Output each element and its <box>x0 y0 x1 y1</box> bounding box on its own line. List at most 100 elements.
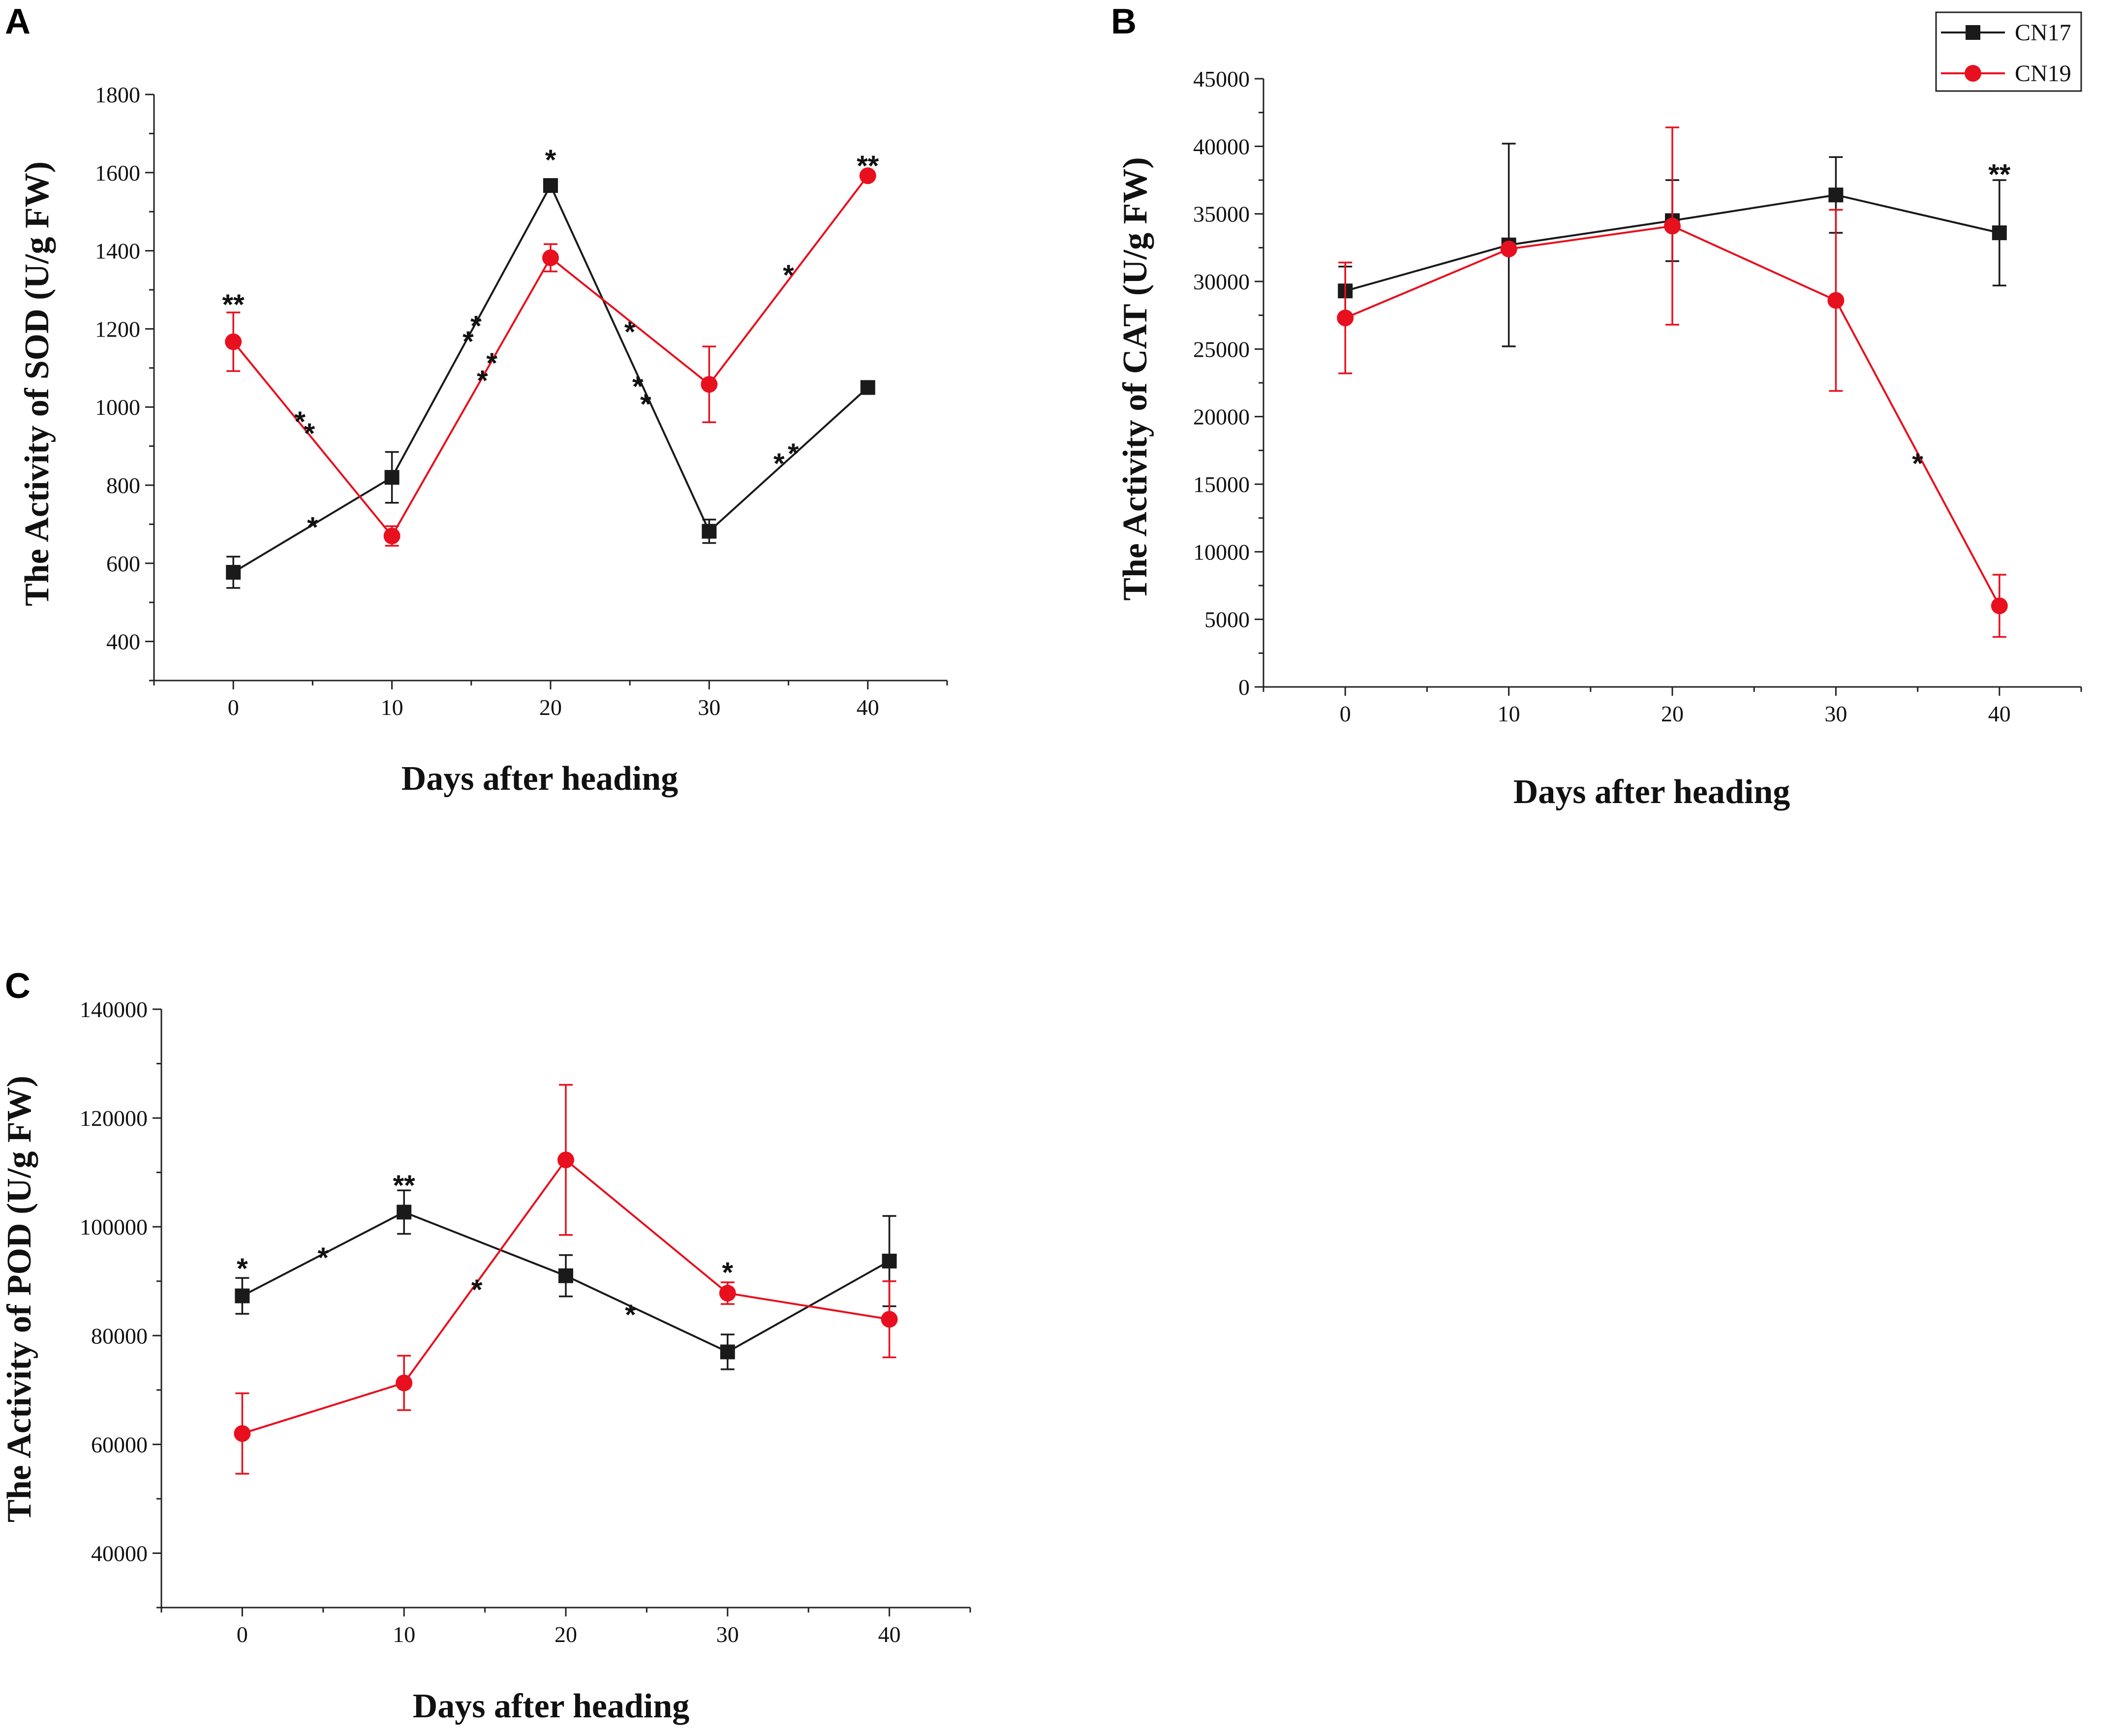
pod-y-tick-label: 120000 <box>80 1106 148 1131</box>
pod-point-cn19 <box>719 1285 736 1302</box>
pod-x-tick-label: 30 <box>716 1622 739 1647</box>
cat-x-tick-label: 0 <box>1340 701 1351 726</box>
cat-y-axis-title: The Activity of CAT (U/g FW) <box>1116 157 1154 601</box>
cat-x-axis-title: Days after heading <box>1513 773 1790 811</box>
legend-marker-cn17 <box>1966 25 1980 40</box>
panel-label-b: B <box>1111 2 1137 41</box>
legend: CN17 CN19 <box>1935 11 2082 92</box>
sod-significance-mark: ** <box>222 289 245 321</box>
sod-point-cn17 <box>226 565 241 580</box>
sod-significance-mark: * <box>632 371 644 403</box>
sod-point-cn19 <box>383 527 400 545</box>
sod-significance-mark: * <box>462 326 474 358</box>
sod-significance-mark: * <box>486 347 497 379</box>
sod-significance-mark: * <box>294 406 306 438</box>
cat-axes: 0 5000 10000 15000 20000 25000 30000 35000 40000… <box>1193 66 2082 726</box>
sod-x-axis-title: Days after heading <box>401 760 678 798</box>
pod-x-tick-label: 20 <box>554 1622 577 1647</box>
pod-significance-mark: ** <box>393 1170 416 1202</box>
pod-y-tick-label: 60000 <box>91 1432 148 1457</box>
sod-y-tick-label: 400 <box>106 629 140 654</box>
sod-y-tick-label: 1000 <box>95 395 140 420</box>
legend-entry-cn17: CN17 <box>1941 20 2071 46</box>
pod-significance-mark: * <box>471 1274 483 1306</box>
sod-significance-mark: * <box>788 438 799 470</box>
sod-y-tick-label: 1200 <box>95 316 140 341</box>
pod-x-axis-title: Days after heading <box>413 1687 690 1725</box>
pod-significance-mark: * <box>318 1242 329 1274</box>
cat-y-tick-label: 15000 <box>1193 472 1250 497</box>
sod-axes: 400 600 800 1000 1200 1400 1600 1800 0 10 20 30 40 <box>95 82 948 720</box>
sod-y-axis-title: The Activity of SOD (U/g FW) <box>18 161 56 606</box>
pod-point-cn19 <box>881 1311 898 1328</box>
sod-point-cn19 <box>225 333 242 350</box>
pod-axes: 40000 60000 80000 100000 120000 140000 0 10 20 30… <box>80 997 971 1647</box>
pod-y-tick-label: 80000 <box>91 1323 148 1348</box>
pod-point-cn19 <box>396 1374 413 1392</box>
pod-point-cn17 <box>397 1205 412 1220</box>
cat-y-tick-label: 45000 <box>1193 66 1250 92</box>
pod-point-cn17 <box>235 1288 250 1303</box>
cat-y-tick-label: 5000 <box>1204 607 1250 632</box>
cat-series <box>1337 126 2008 638</box>
sod-x-tick-label: 0 <box>228 695 239 720</box>
pod-y-axis-title: The Activity of POD (U/g FW) <box>0 1076 38 1522</box>
legend-entry-cn19: CN19 <box>1941 61 2071 87</box>
cat-y-tick-label: 35000 <box>1193 202 1250 227</box>
pod-significance-mark: * <box>625 1299 636 1331</box>
pod-point-cn17 <box>558 1268 573 1283</box>
cat-point-cn17 <box>1992 225 2007 241</box>
pod-x-tick-label: 10 <box>393 1622 415 1647</box>
panel-label-c: C <box>5 966 31 1006</box>
cat-y-tick-label: 25000 <box>1193 337 1250 362</box>
sod-y-tick-label: 1800 <box>95 82 140 107</box>
cat-point-cn19 <box>1337 310 1354 327</box>
pod-y-tick-label: 40000 <box>91 1541 148 1566</box>
sod-point-cn17 <box>860 380 875 395</box>
sod-point-cn17 <box>384 470 400 485</box>
pod-point-cn19 <box>557 1151 574 1169</box>
legend-box <box>1935 11 2082 92</box>
cat-y-tick-label: 10000 <box>1193 539 1250 564</box>
sod-point-cn19 <box>542 249 559 266</box>
pod-y-tick-label: 100000 <box>80 1214 148 1240</box>
sod-significance-mark: * <box>783 259 794 291</box>
cat-point-cn17 <box>1828 187 1844 203</box>
cat-y-tick-label: 40000 <box>1193 134 1250 159</box>
cat-point-cn19 <box>1991 597 2008 615</box>
sod-x-tick-label: 20 <box>539 695 562 720</box>
cat-x-tick-label: 40 <box>1988 701 2011 726</box>
pod-y-tick-label: 140000 <box>80 997 148 1022</box>
pod-point-cn19 <box>234 1425 251 1442</box>
sod-point-cn17 <box>543 178 558 193</box>
pod-series <box>234 1084 898 1475</box>
pod-x-tick-label: 0 <box>237 1622 248 1647</box>
sod-significance-mark: * <box>773 448 785 480</box>
sod-significance-mark: * <box>477 365 488 397</box>
sod-significance-mark: * <box>640 388 651 420</box>
legend-marker-cn19 <box>1965 65 1981 82</box>
sod-y-tick-label: 800 <box>106 473 140 498</box>
cat-x-tick-label: 20 <box>1661 701 1684 726</box>
sod-significance-mark: * <box>304 418 315 450</box>
pod-point-cn17 <box>882 1253 897 1269</box>
cat-significance-mark: ** <box>1988 158 2011 190</box>
pod-x-tick-label: 40 <box>878 1622 901 1647</box>
pod-point-cn17 <box>720 1344 735 1360</box>
cat-x-tick-label: 30 <box>1824 701 1847 726</box>
cat-y-tick-label: 20000 <box>1193 404 1250 430</box>
panel-cat: B 05000100001500020000250003000035000400… <box>1111 2 2082 811</box>
cat-point-cn19 <box>1500 241 1517 258</box>
pod-significance-mark: * <box>237 1253 248 1285</box>
pod-significance-marks: ******* <box>237 1170 733 1331</box>
sod-x-tick-label: 30 <box>698 695 720 720</box>
sod-x-tick-label: 10 <box>381 695 403 720</box>
cat-point-cn19 <box>1827 292 1845 309</box>
cat-x-tick-label: 10 <box>1498 701 1520 726</box>
sod-point-cn19 <box>701 376 718 393</box>
pod-significance-mark: * <box>722 1257 734 1289</box>
cat-significance-mark: * <box>1912 448 1923 480</box>
sod-series <box>225 167 876 589</box>
